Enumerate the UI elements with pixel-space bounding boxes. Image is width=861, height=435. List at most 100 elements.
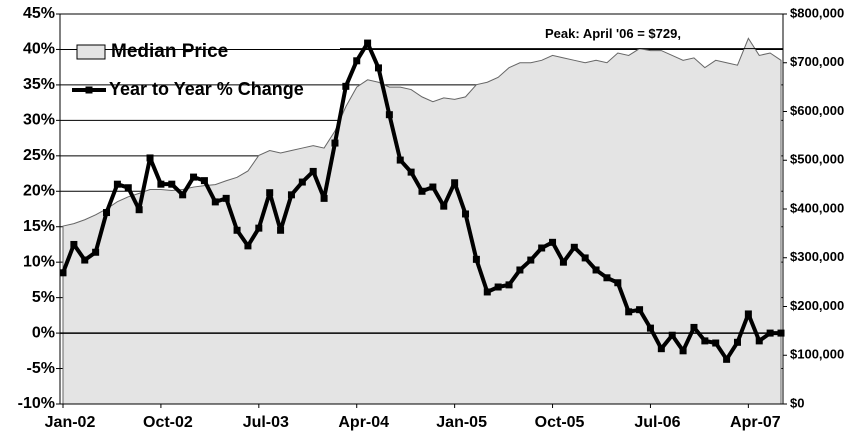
x-tick-label: Jan-02	[45, 414, 96, 431]
marker	[712, 339, 720, 347]
marker	[255, 224, 263, 232]
marker	[538, 244, 546, 252]
x-tick-label: Oct-05	[535, 414, 585, 431]
marker	[266, 189, 274, 197]
marker	[603, 274, 611, 282]
marker	[190, 173, 198, 181]
marker	[570, 243, 578, 251]
marker	[374, 64, 382, 72]
marker	[418, 187, 426, 195]
marker	[309, 167, 317, 175]
marker	[385, 111, 393, 119]
marker	[581, 254, 589, 262]
marker	[59, 269, 67, 277]
marker	[668, 331, 676, 339]
marker	[103, 209, 111, 217]
marker	[777, 329, 785, 337]
legend-marker	[85, 86, 93, 94]
y-tick-label: 35%	[23, 76, 55, 93]
marker	[646, 324, 654, 332]
marker	[679, 347, 687, 355]
annotation: Peak: April '06 = $729,	[545, 26, 681, 41]
marker	[287, 191, 295, 199]
marker	[505, 281, 513, 289]
y2-tick-label: $200,000	[790, 298, 844, 313]
marker	[179, 191, 187, 199]
marker	[549, 238, 557, 246]
marker	[298, 178, 306, 186]
marker	[222, 194, 230, 202]
marker	[200, 177, 208, 185]
y-tick-label: 0%	[32, 324, 55, 341]
marker	[135, 206, 143, 214]
marker	[233, 226, 241, 234]
marker	[494, 283, 502, 291]
marker	[157, 180, 165, 188]
marker	[625, 308, 633, 316]
marker	[472, 255, 480, 263]
marker	[755, 337, 763, 345]
y2-tick-label: $300,000	[790, 249, 844, 264]
y-tick-label: 40%	[23, 41, 55, 58]
legend-swatch	[76, 44, 106, 60]
marker	[527, 256, 535, 264]
x-tick-label: Jul-03	[243, 414, 289, 431]
marker	[70, 240, 78, 248]
marker	[733, 338, 741, 346]
y2-tick-label: $500,000	[790, 152, 844, 167]
y2-tick-label: $0	[790, 395, 804, 410]
y-tick-label: 5%	[32, 289, 55, 306]
marker	[429, 183, 437, 191]
y-tick-label: 15%	[23, 218, 55, 235]
marker	[657, 345, 665, 353]
marker	[320, 194, 328, 202]
y-tick-label: -5%	[27, 360, 55, 377]
y2-tick-label: $400,000	[790, 200, 844, 215]
marker	[744, 310, 752, 318]
y2-tick-label: $800,000	[790, 5, 844, 20]
marker	[331, 139, 339, 147]
marker	[451, 179, 459, 187]
y2-tick-label: $100,000	[790, 347, 844, 362]
marker	[81, 256, 89, 264]
marker	[766, 329, 774, 337]
x-tick-label: Oct-02	[143, 414, 193, 431]
marker	[592, 266, 600, 274]
x-tick-label: Apr-07	[730, 414, 781, 431]
legend-label: Median Price	[111, 41, 228, 62]
y-tick-label: 10%	[23, 253, 55, 270]
marker	[559, 258, 567, 266]
marker	[168, 180, 176, 188]
marker	[211, 198, 219, 206]
y-tick-label: 25%	[23, 147, 55, 164]
marker	[92, 248, 100, 256]
y-tick-label: 20%	[23, 182, 55, 199]
marker	[124, 184, 132, 192]
marker	[364, 39, 372, 47]
marker	[723, 355, 731, 363]
marker	[244, 242, 252, 250]
x-tick-label: Jul-06	[634, 414, 680, 431]
marker	[342, 82, 350, 90]
y-tick-label: -10%	[18, 395, 55, 412]
y2-tick-label: $700,000	[790, 54, 844, 69]
marker	[113, 180, 121, 188]
x-tick-label: Apr-04	[338, 414, 389, 431]
marker	[690, 323, 698, 331]
marker	[407, 168, 415, 176]
legend-label: Year to Year % Change	[109, 79, 304, 99]
marker	[462, 210, 470, 218]
marker	[277, 226, 285, 234]
y-tick-label: 30%	[23, 112, 55, 129]
x-tick-label: Jan-05	[436, 414, 487, 431]
marker	[353, 57, 361, 65]
marker	[614, 279, 622, 287]
marker	[636, 306, 644, 314]
marker	[146, 154, 154, 162]
plot-frame	[59, 13, 784, 405]
y-tick-label: 45%	[23, 5, 55, 22]
marker	[701, 337, 709, 345]
marker	[440, 202, 448, 210]
y2-tick-label: $600,000	[790, 103, 844, 118]
